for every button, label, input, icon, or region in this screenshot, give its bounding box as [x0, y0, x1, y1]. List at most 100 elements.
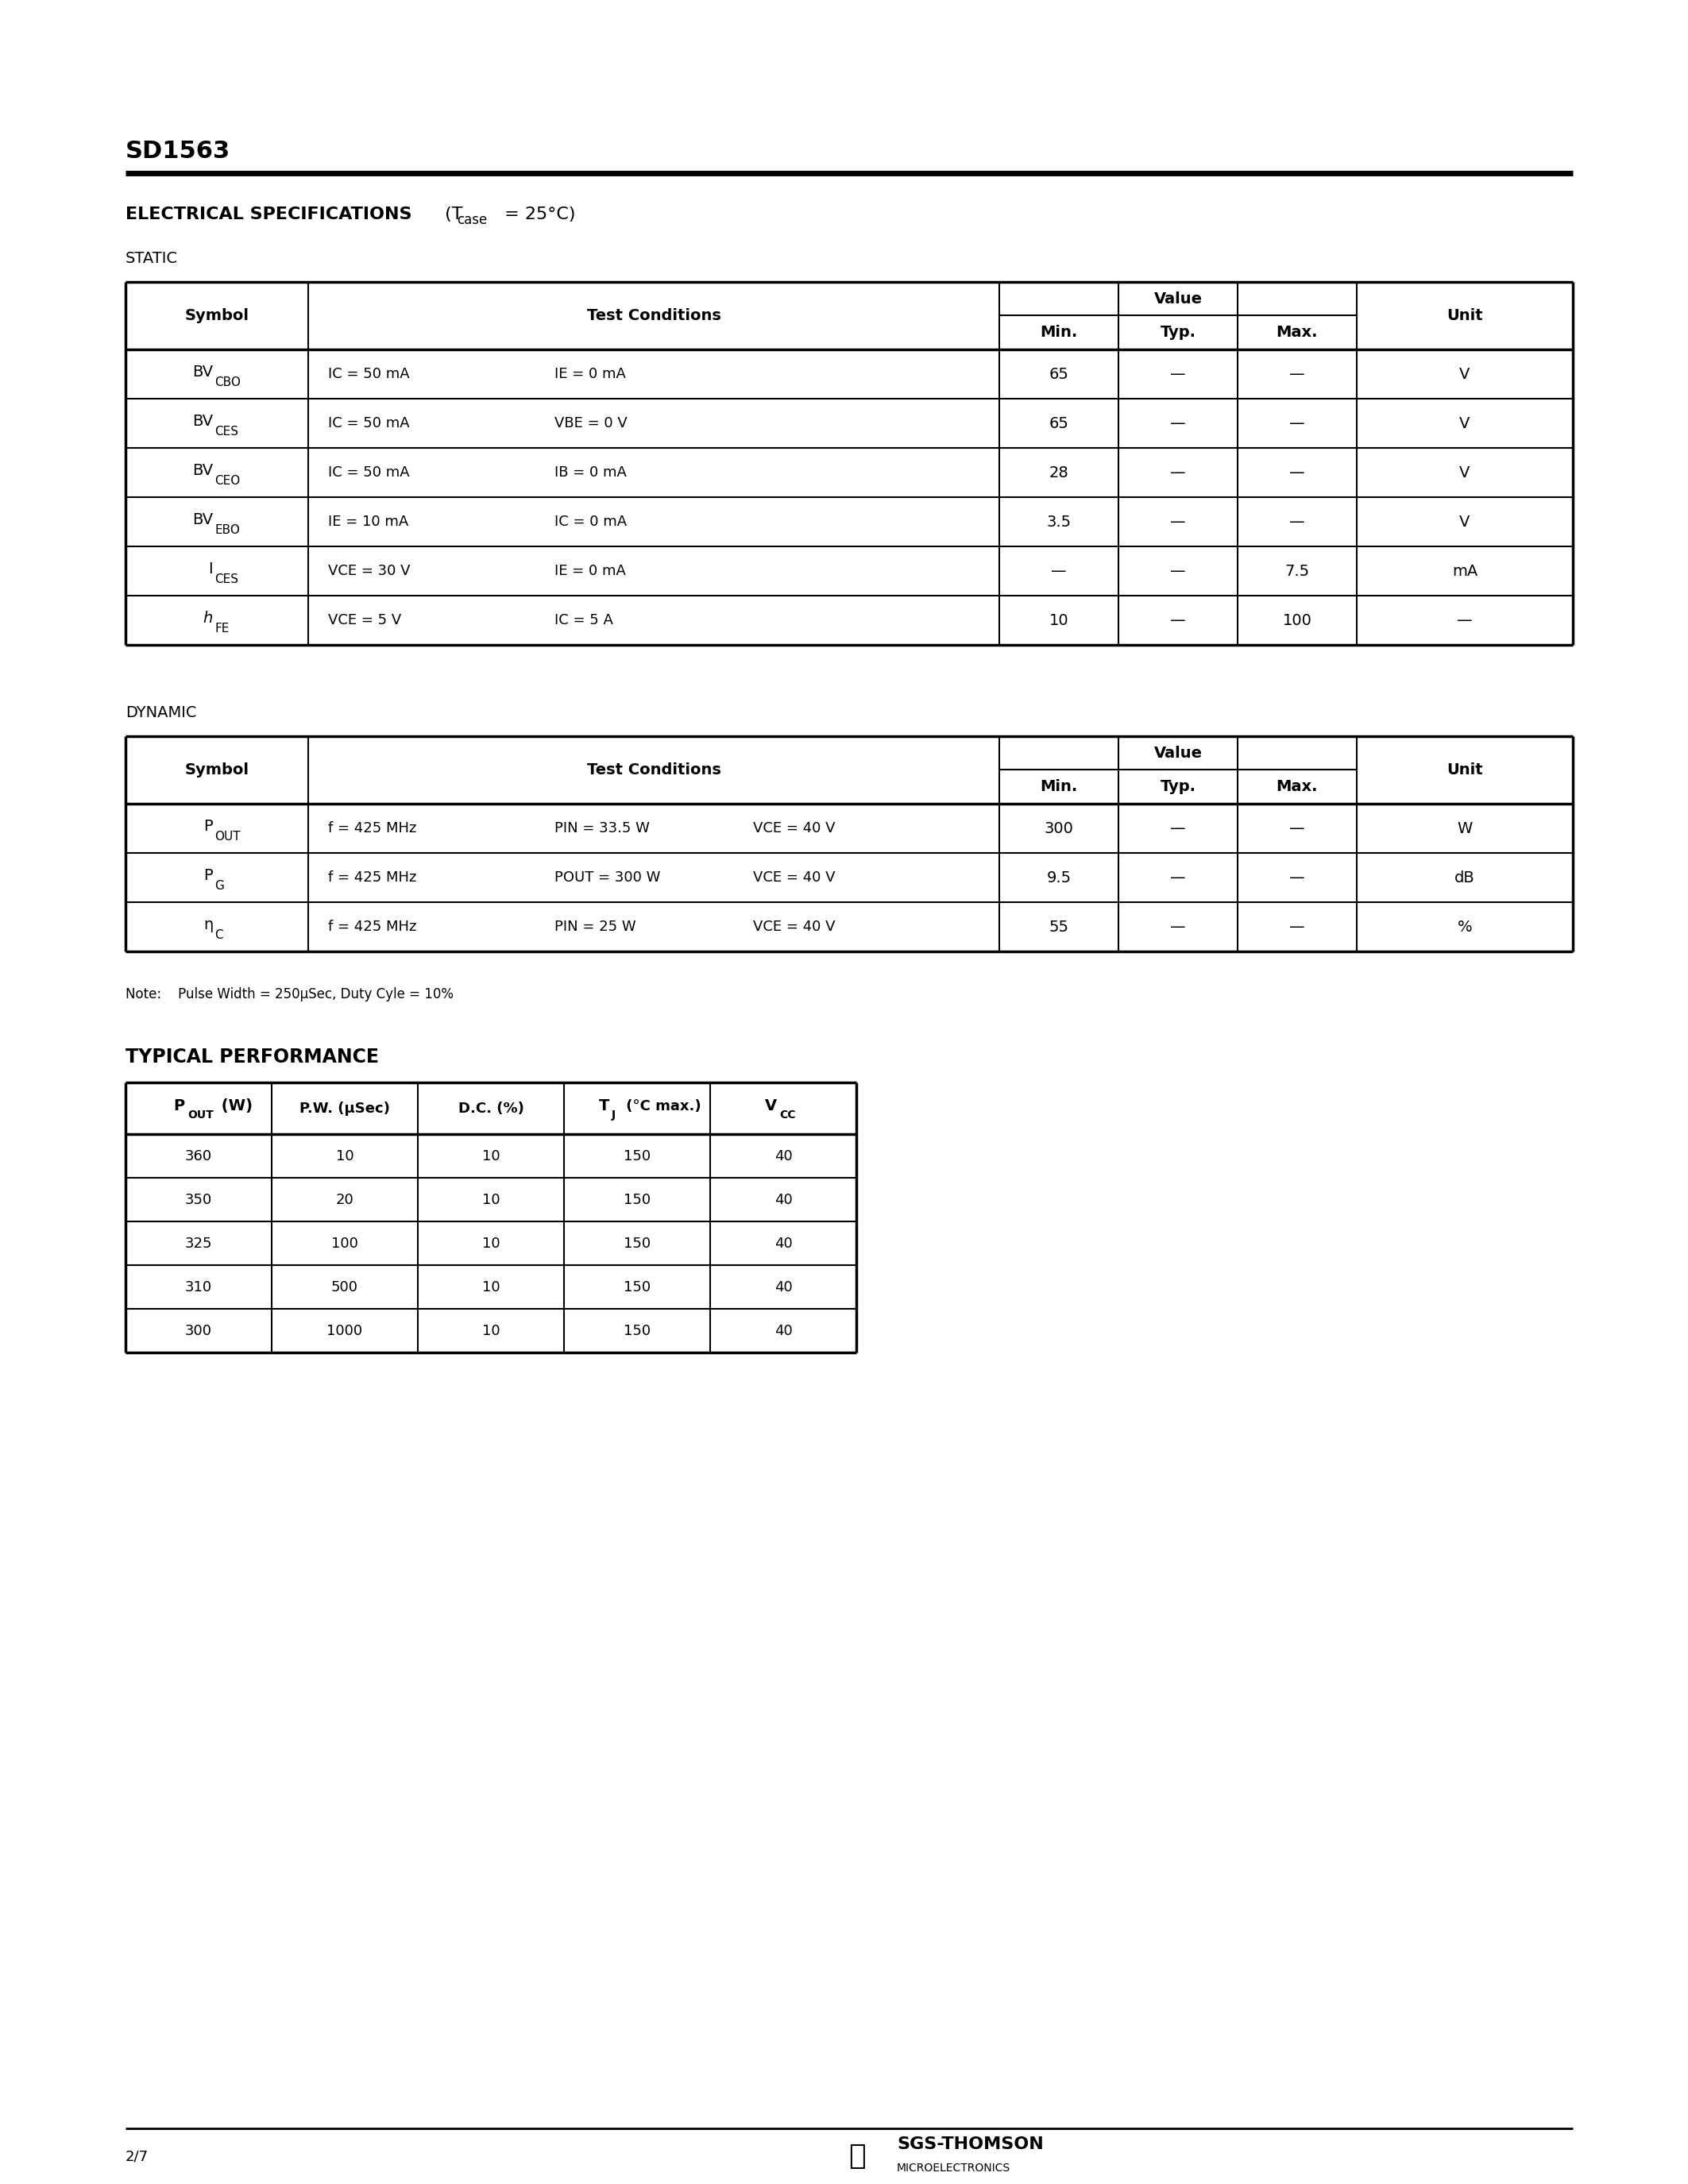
Text: 20: 20 [336, 1192, 354, 1208]
Text: f = 425 MHz: f = 425 MHz [327, 871, 417, 885]
Text: —: — [1170, 821, 1185, 836]
Text: 150: 150 [623, 1236, 650, 1251]
Text: T: T [599, 1099, 609, 1114]
Text: IB = 0 mA: IB = 0 mA [554, 465, 626, 480]
Text: 2/7: 2/7 [125, 2149, 149, 2164]
Text: 350: 350 [186, 1192, 213, 1208]
Text: G: G [214, 880, 225, 891]
Text: DYNAMIC: DYNAMIC [125, 705, 196, 721]
Text: 150: 150 [623, 1192, 650, 1208]
Text: —: — [1170, 465, 1185, 480]
Text: VCE = 40 V: VCE = 40 V [753, 871, 836, 885]
Text: Note:    Pulse Width = 250μSec, Duty Cyle = 10%: Note: Pulse Width = 250μSec, Duty Cyle =… [125, 987, 454, 1002]
Text: IC = 0 mA: IC = 0 mA [554, 515, 626, 529]
Text: POUT = 300 W: POUT = 300 W [554, 871, 660, 885]
Text: 10: 10 [483, 1236, 500, 1251]
Text: case: case [457, 212, 488, 227]
Text: 300: 300 [1045, 821, 1074, 836]
Text: BV: BV [192, 365, 213, 380]
Text: 3.5: 3.5 [1047, 513, 1072, 529]
Text: (W): (W) [216, 1099, 253, 1114]
Text: BV: BV [192, 511, 213, 526]
Text: 310: 310 [186, 1280, 213, 1295]
Text: OUT: OUT [214, 830, 240, 843]
Text: 28: 28 [1048, 465, 1069, 480]
Text: —: — [1170, 614, 1185, 627]
Text: —: — [1457, 614, 1472, 627]
Text: IC = 50 mA: IC = 50 mA [327, 367, 410, 382]
Text: Test Conditions: Test Conditions [587, 308, 721, 323]
Text: 40: 40 [775, 1280, 792, 1295]
Text: TYPICAL PERFORMANCE: TYPICAL PERFORMANCE [125, 1048, 378, 1066]
Text: 150: 150 [623, 1149, 650, 1164]
Text: IE = 10 mA: IE = 10 mA [327, 515, 408, 529]
Text: VCE = 5 V: VCE = 5 V [327, 614, 402, 627]
Text: —: — [1290, 415, 1305, 430]
Text: —: — [1170, 919, 1185, 935]
Text: Unit: Unit [1447, 762, 1484, 778]
Text: V: V [1460, 415, 1470, 430]
Text: 325: 325 [186, 1236, 213, 1251]
Text: Symbol: Symbol [184, 762, 250, 778]
Text: 150: 150 [623, 1324, 650, 1339]
Text: STATIC: STATIC [125, 251, 177, 266]
Text: h: h [203, 609, 213, 625]
Text: IC = 50 mA: IC = 50 mA [327, 465, 410, 480]
Text: VCE = 40 V: VCE = 40 V [753, 919, 836, 935]
Text: 10: 10 [483, 1280, 500, 1295]
Text: P: P [204, 867, 213, 882]
Text: J: J [611, 1109, 616, 1120]
Text: Max.: Max. [1276, 325, 1318, 339]
Text: —: — [1170, 367, 1185, 382]
Text: Max.: Max. [1276, 780, 1318, 793]
Text: CES: CES [214, 426, 238, 437]
Text: CBO: CBO [214, 376, 241, 389]
Text: mA: mA [1452, 563, 1477, 579]
Text: Min.: Min. [1040, 780, 1077, 793]
Text: CES: CES [214, 572, 238, 585]
Text: SD1563: SD1563 [125, 140, 231, 164]
Text: V: V [1460, 367, 1470, 382]
Text: —: — [1290, 919, 1305, 935]
Text: PIN = 33.5 W: PIN = 33.5 W [554, 821, 650, 836]
Text: VCE = 30 V: VCE = 30 V [327, 563, 410, 579]
Text: —: — [1290, 513, 1305, 529]
Text: SGS-THOMSON: SGS-THOMSON [896, 2136, 1043, 2151]
Text: 100: 100 [331, 1236, 358, 1251]
Text: 10: 10 [1050, 614, 1069, 627]
Text: Min.: Min. [1040, 325, 1077, 339]
Text: EBO: EBO [214, 524, 240, 535]
Text: ⧗: ⧗ [849, 2143, 866, 2169]
Text: f = 425 MHz: f = 425 MHz [327, 821, 417, 836]
Text: P.W. (μSec): P.W. (μSec) [299, 1101, 390, 1116]
Text: 360: 360 [186, 1149, 213, 1164]
Text: MICROELECTRONICS: MICROELECTRONICS [896, 2162, 1011, 2173]
Text: —: — [1290, 367, 1305, 382]
Text: —: — [1052, 563, 1067, 579]
Text: 10: 10 [336, 1149, 354, 1164]
Text: D.C. (%): D.C. (%) [457, 1101, 523, 1116]
Text: 65: 65 [1048, 415, 1069, 430]
Text: 10: 10 [483, 1324, 500, 1339]
Text: I: I [208, 561, 213, 577]
Text: %: % [1457, 919, 1472, 935]
Text: dB: dB [1455, 869, 1475, 885]
Text: Value: Value [1155, 290, 1202, 306]
Text: 40: 40 [775, 1324, 792, 1339]
Text: —: — [1290, 821, 1305, 836]
Text: 40: 40 [775, 1192, 792, 1208]
Text: V: V [1460, 513, 1470, 529]
Text: —: — [1290, 465, 1305, 480]
Text: BV: BV [192, 413, 213, 428]
Text: (°C max.): (°C max.) [621, 1099, 701, 1114]
Text: C: C [214, 928, 223, 941]
Text: 9.5: 9.5 [1047, 869, 1072, 885]
Text: CEO: CEO [214, 474, 240, 487]
Text: PIN = 25 W: PIN = 25 W [554, 919, 636, 935]
Text: ELECTRICAL SPECIFICATIONS: ELECTRICAL SPECIFICATIONS [125, 207, 412, 223]
Text: 10: 10 [483, 1192, 500, 1208]
Text: V: V [765, 1099, 776, 1114]
Text: Symbol: Symbol [184, 308, 250, 323]
Text: 40: 40 [775, 1236, 792, 1251]
Text: V: V [1460, 465, 1470, 480]
